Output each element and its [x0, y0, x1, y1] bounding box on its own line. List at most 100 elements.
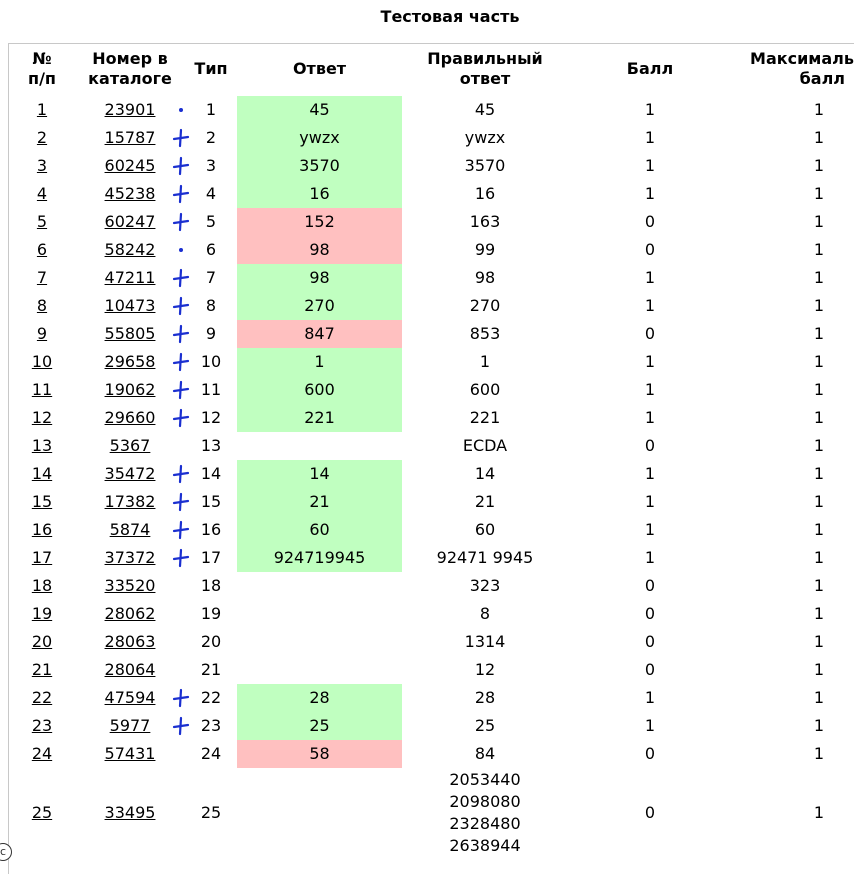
correct-answer-line: 2328480	[449, 814, 521, 833]
row-number-link[interactable]: 20	[31, 632, 53, 651]
catalog-number-link[interactable]: 23901	[104, 100, 156, 119]
type-cell: 12	[200, 408, 222, 427]
score-cell: 0	[644, 632, 656, 651]
row-number-link[interactable]: 1	[36, 100, 48, 119]
pen-mark-icon	[171, 264, 191, 292]
row-number-link[interactable]: 2	[36, 128, 48, 147]
catalog-number-link[interactable]: 10473	[104, 296, 156, 315]
row-number-link[interactable]: 7	[36, 268, 48, 287]
catalog-number-link[interactable]: 33520	[104, 576, 156, 595]
answer-cell: 3570	[237, 152, 402, 180]
table-row: 3 60245 3 3570 3570 1 1	[0, 152, 854, 180]
answer-cell: 58	[237, 740, 402, 768]
table-row: 9 55805 9 847 853 0 1	[0, 320, 854, 348]
max-score-cell: 1	[813, 212, 825, 231]
pen-mark-icon	[171, 460, 191, 488]
type-cell: 6	[205, 240, 217, 259]
answer-cell: 60	[237, 516, 402, 544]
catalog-number-link[interactable]: 5367	[109, 436, 151, 455]
row-number-link[interactable]: 21	[31, 660, 53, 679]
score-cell: 1	[644, 184, 656, 203]
row-number-link[interactable]: 19	[31, 604, 53, 623]
row-number-link[interactable]: 16	[31, 520, 53, 539]
max-score-cell: 1	[813, 716, 825, 735]
max-score-cell: 1	[813, 604, 825, 623]
row-number-link[interactable]: 17	[31, 548, 53, 567]
header-catalog-line2: каталоге	[88, 69, 172, 88]
row-number-link[interactable]: 14	[31, 464, 53, 483]
catalog-number-link[interactable]: 55805	[104, 324, 156, 343]
table-row: 12 29660 12 221 221 1 1	[0, 404, 854, 432]
row-number-link[interactable]: 12	[31, 408, 53, 427]
header-correct-line2: ответ	[459, 69, 511, 88]
pen-mark-icon	[171, 404, 191, 432]
row-number-link[interactable]: 25	[31, 803, 53, 822]
table-row: 4 45238 4 16 16 1 1	[0, 180, 854, 208]
catalog-number-link[interactable]: 19062	[104, 380, 156, 399]
max-score-cell: 1	[813, 184, 825, 203]
catalog-number-link[interactable]: 5874	[109, 520, 151, 539]
row-number-link[interactable]: 9	[36, 324, 48, 343]
type-cell: 3	[205, 156, 217, 175]
max-score-cell: 1	[813, 128, 825, 147]
catalog-number-link[interactable]: 60247	[104, 212, 156, 231]
row-number-link[interactable]: 8	[36, 296, 48, 315]
max-score-cell: 1	[813, 632, 825, 651]
score-cell: 1	[644, 380, 656, 399]
table-row: 5 60247 5 152 163 0 1	[0, 208, 854, 236]
row-number-link[interactable]: 5	[36, 212, 48, 231]
catalog-number-link[interactable]: 28062	[104, 604, 156, 623]
type-cell: 4	[205, 184, 217, 203]
answer-cell: 924719945	[237, 544, 402, 572]
row-number-link[interactable]: 18	[31, 576, 53, 595]
header-num-line2: п/п	[28, 69, 56, 88]
row-number-link[interactable]: 22	[31, 688, 53, 707]
catalog-number-link[interactable]: 45238	[104, 184, 156, 203]
type-cell: 23	[200, 716, 222, 735]
header-correct-line1: Правильный	[427, 49, 543, 68]
row-number-link[interactable]: 6	[36, 240, 48, 259]
catalog-number-link[interactable]: 60245	[104, 156, 156, 175]
row-number-link[interactable]: 10	[31, 352, 53, 371]
pen-mark-icon	[171, 488, 191, 516]
row-number-link[interactable]: 11	[31, 380, 53, 399]
correct-answer-cell: 1	[479, 352, 491, 371]
catalog-number-link[interactable]: 29660	[104, 408, 156, 427]
score-cell: 1	[644, 268, 656, 287]
catalog-number-link[interactable]: 57431	[104, 744, 156, 763]
row-number-link[interactable]: 13	[31, 436, 53, 455]
row-number-link[interactable]: 23	[31, 716, 53, 735]
catalog-number-link[interactable]: 5977	[109, 716, 151, 735]
answer-cell: 16	[237, 180, 402, 208]
answer-cell	[237, 656, 402, 684]
catalog-number-link[interactable]: 47211	[104, 268, 156, 287]
max-score-cell: 1	[813, 324, 825, 343]
score-cell: 0	[644, 744, 656, 763]
max-score-cell: 1	[813, 156, 825, 175]
catalog-number-link[interactable]: 17382	[104, 492, 156, 511]
correct-answer-cell: 1314	[464, 632, 506, 651]
row-number-link[interactable]: 4	[36, 184, 48, 203]
row-number-link[interactable]: 24	[31, 744, 53, 763]
max-score-cell: 1	[813, 240, 825, 259]
catalog-number-link[interactable]: 29658	[104, 352, 156, 371]
answer-cell: 28	[237, 684, 402, 712]
catalog-number-link[interactable]: 47594	[104, 688, 156, 707]
catalog-number-link[interactable]: 58242	[104, 240, 156, 259]
pen-mark-icon	[171, 180, 191, 208]
score-cell: 0	[644, 803, 656, 822]
score-cell: 1	[644, 464, 656, 483]
row-number-link[interactable]: 15	[31, 492, 53, 511]
catalog-number-link[interactable]: 33495	[104, 803, 156, 822]
score-cell: 1	[644, 156, 656, 175]
type-cell: 24	[200, 744, 222, 763]
header-num-line1: №	[32, 49, 52, 68]
catalog-number-link[interactable]: 37372	[104, 548, 156, 567]
catalog-number-link[interactable]: 35472	[104, 464, 156, 483]
correct-answer-cell: 25	[474, 716, 496, 735]
catalog-number-link[interactable]: 15787	[104, 128, 156, 147]
catalog-number-link[interactable]: 28064	[104, 660, 156, 679]
catalog-number-link[interactable]: 28063	[104, 632, 156, 651]
row-number-link[interactable]: 3	[36, 156, 48, 175]
type-cell: 11	[200, 380, 222, 399]
